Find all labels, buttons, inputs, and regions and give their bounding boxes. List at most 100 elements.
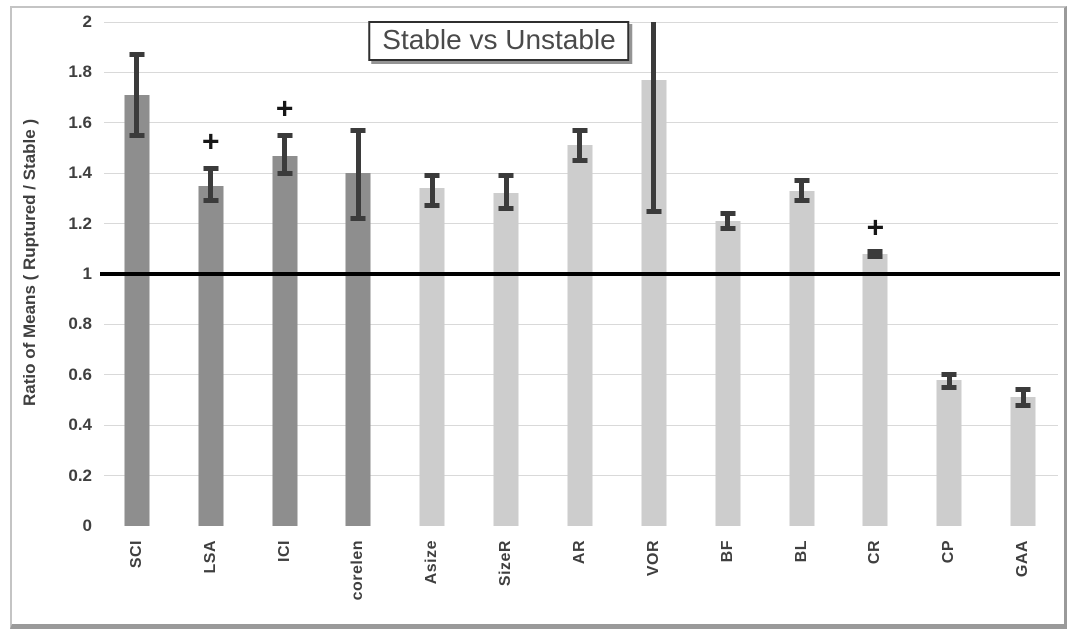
error-bar-line — [725, 211, 731, 232]
y-tick-label: 1.2 — [68, 213, 92, 233]
error-bar-line — [1020, 387, 1026, 408]
error-bar-cap-bottom — [129, 132, 145, 138]
reference-line — [100, 272, 1060, 276]
y-tick-label: 0.8 — [68, 314, 92, 334]
error-bar-cap-top — [794, 178, 810, 184]
x-tick-label-BF: BF — [718, 540, 736, 563]
bar-cell-SizeR — [469, 22, 543, 526]
error-bar-cap-top — [720, 211, 736, 216]
error-bar-cap-bottom — [203, 198, 219, 204]
error-bar — [720, 211, 736, 232]
error-bar-cap-top — [203, 165, 219, 171]
error-bar-line — [577, 127, 583, 164]
error-bar-line — [799, 178, 805, 204]
x-label-cell: Asize — [395, 540, 469, 624]
error-bar — [941, 372, 957, 390]
x-tick-label-corelen: corelen — [349, 540, 367, 601]
bar-cell-SCI — [100, 22, 174, 526]
bar — [198, 185, 224, 526]
bars-row: + + + — [100, 22, 1060, 526]
error-bar — [277, 132, 293, 176]
x-tick-label-SCI: SCI — [127, 540, 145, 569]
error-bar — [350, 127, 366, 222]
error-bar-cap-top — [1015, 387, 1031, 393]
error-bar-line — [134, 52, 140, 138]
x-tick-label-GAA: GAA — [1014, 540, 1032, 578]
error-bar — [1015, 387, 1031, 408]
x-tick-label-SizeR: SizeR — [497, 540, 515, 587]
x-label-cell: SizeR — [469, 540, 543, 624]
y-axis: 0 0.2 0.4 0.6 0.8 1 1.2 1.4 1.6 1.8 2 — [12, 12, 92, 535]
y-tick-label: 1.4 — [68, 163, 92, 183]
bar — [419, 188, 445, 526]
bar-cell-GAA — [986, 22, 1060, 526]
x-label-cell: BL — [765, 540, 839, 624]
error-bar-cap-top — [941, 372, 957, 378]
error-bar — [646, 22, 662, 214]
bar-cell-BL — [765, 22, 839, 526]
bar-cell-VOR — [617, 22, 691, 526]
error-bar-line — [872, 248, 878, 259]
error-bar — [424, 173, 440, 209]
error-bar-cap-top — [498, 173, 514, 179]
error-bar-line — [503, 173, 509, 211]
bar-cell-ICI: + — [248, 22, 322, 526]
x-label-cell: CR — [838, 540, 912, 624]
error-bar-line — [429, 173, 435, 209]
error-bar-cap-bottom — [941, 384, 957, 390]
error-bar-cap-top — [867, 248, 883, 254]
x-label-cell: CP — [912, 540, 986, 624]
error-bar-cap-top — [424, 173, 440, 179]
chart-title: Stable vs Unstable — [368, 21, 630, 61]
chart-card: Stable vs Unstable 0 0.2 0.4 0.6 0.8 1 1.2 1.4 1… — [10, 6, 1067, 629]
x-axis: SCI LSA ICI corelen Asize SizeR AR VOR BF BL CR CP G… — [100, 540, 1060, 624]
x-tick-label-ICI: ICI — [275, 540, 293, 562]
y-tick-label: 0 — [82, 516, 92, 535]
error-bar-cap-bottom — [498, 205, 514, 211]
plus-marker: + — [202, 125, 220, 159]
error-bar-cap-top — [350, 127, 366, 133]
x-label-cell: corelen — [322, 540, 396, 624]
bar-cell-BF — [691, 22, 765, 526]
error-bar-cap-bottom — [424, 203, 440, 209]
error-bar — [129, 52, 145, 138]
error-bar-line — [355, 127, 361, 222]
y-tick-label: 0.4 — [68, 415, 92, 435]
y-tick-label: 1.6 — [68, 112, 92, 132]
x-tick-label-AR: AR — [570, 540, 588, 565]
error-bar-cap-top — [572, 127, 588, 133]
x-label-cell: BF — [691, 540, 765, 624]
error-bar-cap-bottom — [867, 253, 883, 259]
x-tick-label-BL: BL — [792, 540, 810, 563]
bar-cell-CR: + — [838, 22, 912, 526]
error-bar-cap-bottom — [572, 158, 588, 164]
error-bar-line — [946, 372, 952, 390]
gridline — [104, 71, 1058, 73]
bar — [493, 193, 519, 526]
bar — [936, 379, 962, 526]
y-tick-label: 0.6 — [68, 364, 92, 384]
error-bar — [203, 165, 219, 204]
bar — [789, 190, 815, 526]
error-bar — [794, 178, 810, 204]
error-bar — [572, 127, 588, 164]
y-tick-label: 2 — [82, 12, 92, 31]
bar — [272, 155, 298, 526]
error-bar-line — [208, 165, 214, 204]
error-bar-line — [282, 132, 288, 176]
x-tick-label-LSA: LSA — [201, 540, 219, 574]
plot-area: + + + — [100, 22, 1060, 526]
bar-cell-Asize — [395, 22, 469, 526]
y-axis-title: Ratio of Means ( Ruptured / Stable ) — [20, 118, 39, 406]
bar — [567, 145, 593, 526]
error-bar-cap-bottom — [794, 198, 810, 204]
error-bar — [867, 248, 883, 259]
x-tick-label-Asize: Asize — [423, 540, 441, 585]
error-bar-cap-bottom — [720, 226, 736, 232]
error-bar-cap-bottom — [646, 208, 662, 214]
x-label-cell: ICI — [248, 540, 322, 624]
gridline — [104, 122, 1058, 124]
bar-cell-LSA: + — [174, 22, 248, 526]
y-tick-label: 1 — [82, 264, 92, 283]
bar — [715, 221, 741, 526]
